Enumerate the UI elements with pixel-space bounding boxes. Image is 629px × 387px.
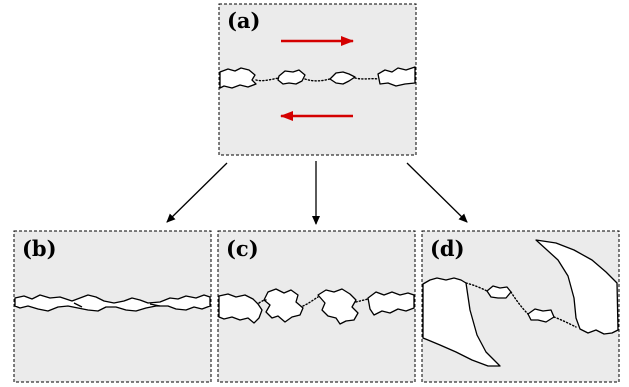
panel-b-label: (b) [22, 236, 57, 261]
crack-segment [377, 66, 416, 87]
arrow-to-panel-d [406, 162, 468, 223]
wing-crack-cluster [367, 291, 415, 316]
panel-c: (c) [217, 230, 416, 383]
wing-crack-cluster [218, 293, 263, 324]
wing-crack-cluster [263, 288, 304, 323]
tensile-wing-crack [535, 239, 619, 335]
crack-bridge [510, 291, 529, 315]
crack-detail [73, 302, 83, 308]
panel-d: (d) [421, 230, 620, 383]
crack-segment [219, 67, 257, 89]
panel-c-label: (c) [226, 236, 259, 261]
crack-bridge [302, 296, 319, 307]
crack-bridge [355, 298, 369, 303]
crack-segment [486, 285, 512, 299]
arrow-to-panel-b [166, 162, 228, 223]
crack-bridge [465, 282, 488, 292]
crack-bridge [553, 316, 577, 328]
crack-detail [149, 303, 161, 307]
panel-a: (a) [218, 3, 417, 156]
tensile-wing-crack [422, 277, 501, 367]
crack-segment [277, 69, 306, 85]
crack-bridge [258, 299, 267, 304]
panel-d-label: (d) [430, 236, 465, 261]
crack-segment [527, 308, 555, 323]
crack-bridge [304, 78, 331, 82]
crack-bridge [354, 77, 379, 80]
crack-segment [329, 71, 356, 85]
coalesced-crack [14, 294, 211, 312]
crack-bridge [255, 77, 280, 82]
wing-crack-cluster [317, 288, 359, 325]
panel-b: (b) [13, 230, 212, 383]
panel-a-label: (a) [227, 8, 260, 33]
